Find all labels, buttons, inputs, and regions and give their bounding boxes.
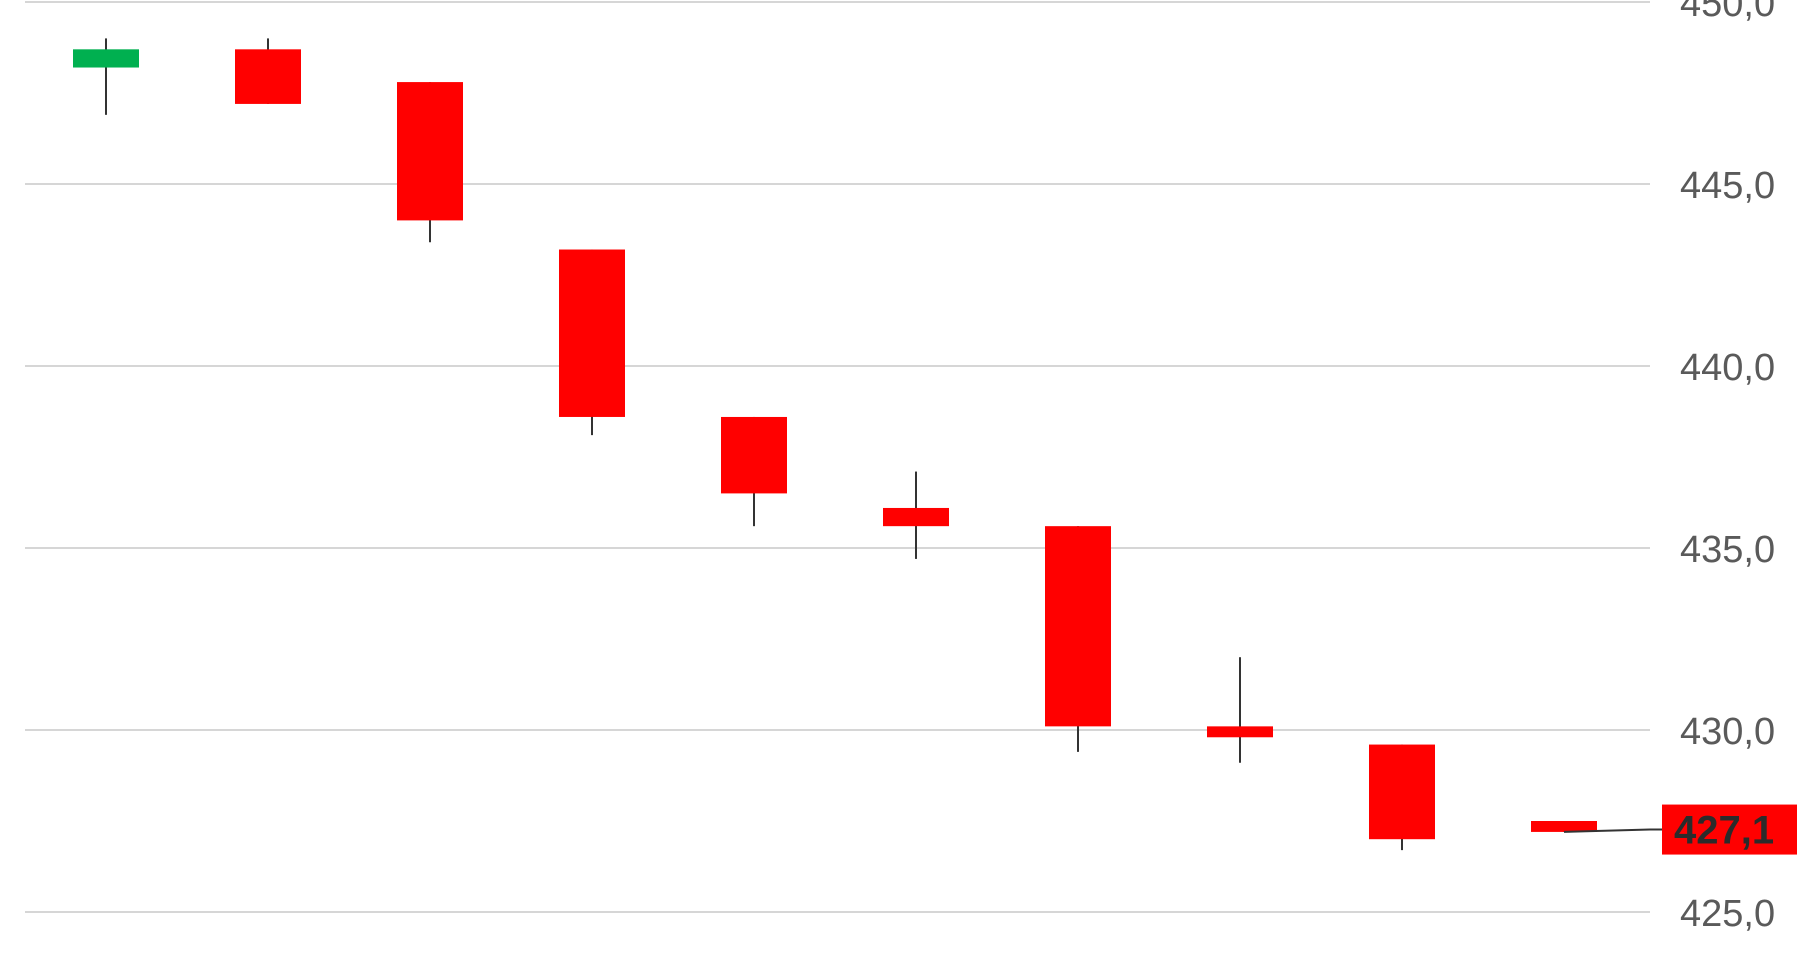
candle bbox=[235, 38, 301, 104]
last-price-badge bbox=[1662, 804, 1797, 855]
last-price-connector bbox=[1563, 828, 1662, 833]
y-tick-label: 450,0 bbox=[1680, 0, 1775, 25]
last-price-marker: 427,1 bbox=[1563, 804, 1797, 855]
candle-body-down bbox=[559, 249, 625, 417]
candle-body-down bbox=[1531, 821, 1597, 832]
candle bbox=[1045, 526, 1111, 752]
candle-body-down bbox=[1369, 744, 1435, 840]
candle-body-down bbox=[721, 416, 787, 494]
candle bbox=[73, 38, 139, 115]
candle-body-down bbox=[1207, 726, 1273, 738]
candles bbox=[73, 38, 1597, 851]
y-tick-label: 430,0 bbox=[1680, 711, 1775, 753]
candle-body-down bbox=[1045, 526, 1111, 727]
y-tick-label: 440,0 bbox=[1680, 347, 1775, 389]
candle-body-up bbox=[73, 49, 139, 68]
candle bbox=[1531, 821, 1597, 832]
candle bbox=[559, 249, 625, 436]
candle bbox=[1207, 657, 1273, 763]
candle bbox=[721, 416, 787, 527]
candle-body-down bbox=[397, 82, 463, 221]
y-tick-label: 435,0 bbox=[1680, 529, 1775, 571]
candle bbox=[1369, 744, 1435, 851]
candle bbox=[397, 82, 463, 243]
gridlines bbox=[25, 1, 1650, 913]
last-price-label: 427,1 bbox=[1674, 809, 1774, 853]
y-axis: 425,0 430,0 435,0 440,0 445,0 450,0 bbox=[1680, 0, 1775, 935]
candle-body-down bbox=[883, 507, 949, 527]
y-tick-label: 445,0 bbox=[1680, 165, 1775, 207]
y-tick-label: 425,0 bbox=[1680, 893, 1775, 935]
candle-body-down bbox=[235, 49, 301, 104]
candle bbox=[883, 471, 949, 559]
